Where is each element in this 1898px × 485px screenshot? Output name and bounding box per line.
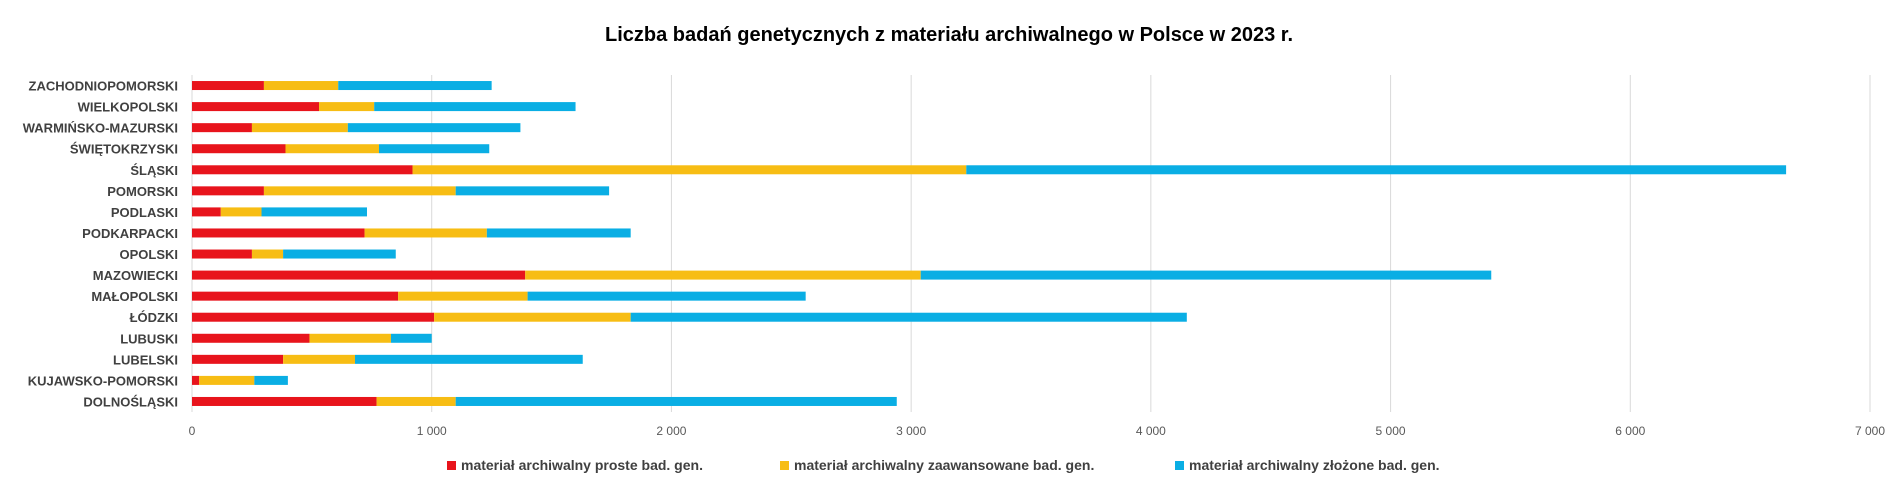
category-label: OPOLSKI	[119, 247, 178, 262]
x-tick-label: 0	[189, 424, 196, 438]
legend-label: materiał archiwalny proste bad. gen.	[461, 457, 703, 473]
bar-segment	[347, 123, 521, 133]
bar-segment	[527, 291, 806, 301]
x-tick-label: 2 000	[656, 424, 686, 438]
bar-segment	[355, 354, 583, 364]
bar-segment	[192, 123, 252, 133]
x-tick-label: 6 000	[1615, 424, 1645, 438]
bar-segment	[398, 291, 528, 301]
bar-segment	[283, 354, 356, 364]
category-label: ŚLĄSKI	[130, 163, 178, 178]
bar-segment	[338, 81, 492, 91]
category-label: DOLNOŚLĄSKI	[83, 394, 178, 409]
bar-segment	[199, 375, 255, 385]
category-label: WARMIŃSKO-MAZURSKI	[23, 121, 178, 136]
category-label: MAZOWIECKI	[93, 268, 178, 283]
bar-segment	[192, 333, 310, 343]
bar-segment	[966, 165, 1787, 175]
bar-segment	[192, 207, 221, 217]
bar-segment	[254, 375, 288, 385]
x-tick-label: 4 000	[1136, 424, 1166, 438]
x-tick-label: 5 000	[1376, 424, 1406, 438]
bar-segment	[376, 396, 456, 406]
bar-segment	[319, 102, 375, 112]
bar-segment	[263, 186, 456, 196]
bar-segment	[630, 312, 1187, 322]
bar-segment	[263, 81, 339, 91]
bar-segment	[192, 249, 252, 259]
x-tick-label: 7 000	[1855, 424, 1885, 438]
x-tick-label: 1 000	[417, 424, 447, 438]
category-label: WIELKOPOLSKI	[78, 100, 178, 115]
legend-swatch	[1175, 461, 1184, 470]
category-label: ŁÓDZKI	[130, 310, 178, 325]
bar-segment	[192, 144, 286, 154]
bar-segment	[192, 312, 435, 322]
bar-segment	[192, 375, 200, 385]
bar-segment	[192, 270, 526, 280]
bar-segment	[525, 270, 921, 280]
category-label: LUBUSKI	[120, 331, 178, 346]
bar-segment	[261, 207, 367, 217]
bar-segment	[251, 123, 348, 133]
bar-segment	[434, 312, 631, 322]
bar-segment	[455, 396, 897, 406]
category-label: PODKARPACKI	[82, 226, 178, 241]
bar-segment	[412, 165, 967, 175]
category-label: ZACHODNIOPOMORSKI	[29, 79, 179, 94]
bar-segment	[285, 144, 379, 154]
bar-segment	[251, 249, 284, 259]
bar-segment	[220, 207, 262, 217]
bar-segment	[192, 81, 264, 91]
bar-segment	[192, 186, 264, 196]
x-tick-label: 3 000	[896, 424, 926, 438]
bar-segment	[309, 333, 391, 343]
legend-swatch	[780, 461, 789, 470]
legend-label: materiał archiwalny złożone bad. gen.	[1189, 457, 1440, 473]
category-label: ŚWIĘTOKRZYSKI	[70, 142, 178, 157]
legend-label: materiał archiwalny zaawansowane bad. ge…	[794, 457, 1094, 473]
bar-segment	[192, 354, 284, 364]
bar-segment	[390, 333, 432, 343]
bar-segment	[192, 228, 365, 238]
category-label: MAŁOPOLSKI	[91, 289, 178, 304]
bar-segment	[455, 186, 610, 196]
bar-segment	[374, 102, 576, 112]
bar-segment	[192, 165, 413, 175]
bar-segment	[378, 144, 490, 154]
category-label: PODLASKI	[111, 205, 178, 220]
category-label: KUJAWSKO-POMORSKI	[28, 373, 178, 388]
category-label: POMORSKI	[107, 184, 178, 199]
bar-segment	[486, 228, 631, 238]
bar-segment	[364, 228, 487, 238]
bar-segment	[920, 270, 1492, 280]
bar-segment	[192, 291, 399, 301]
bar-segment	[192, 102, 320, 112]
bar-segment	[283, 249, 396, 259]
bar-segment	[192, 396, 377, 406]
chart-title: Liczba badań genetycznych z materiału ar…	[604, 24, 1294, 46]
category-label: LUBELSKI	[113, 352, 178, 367]
legend-swatch	[447, 461, 456, 470]
